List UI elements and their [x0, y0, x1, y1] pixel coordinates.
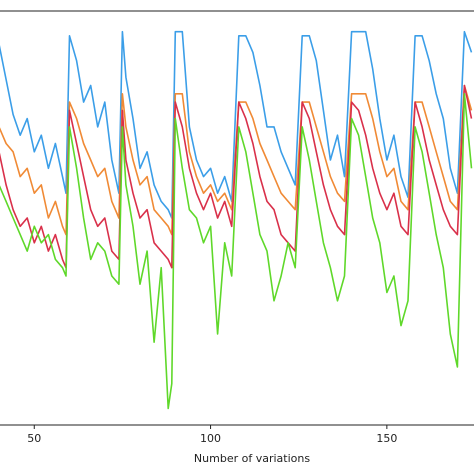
series-line-3	[0, 84, 473, 269]
series-line-1	[0, 30, 473, 219]
x-tick-label-50: 50	[27, 432, 41, 445]
series-line-2	[0, 84, 473, 236]
x-axis-label: Number of variations	[194, 452, 310, 465]
series-line-4	[0, 93, 473, 410]
x-tick-label-150: 150	[376, 432, 397, 445]
x-tick-label-100: 100	[200, 432, 221, 445]
x-axis-ticks: 50 100 150	[27, 425, 397, 445]
series-layer	[0, 30, 473, 410]
